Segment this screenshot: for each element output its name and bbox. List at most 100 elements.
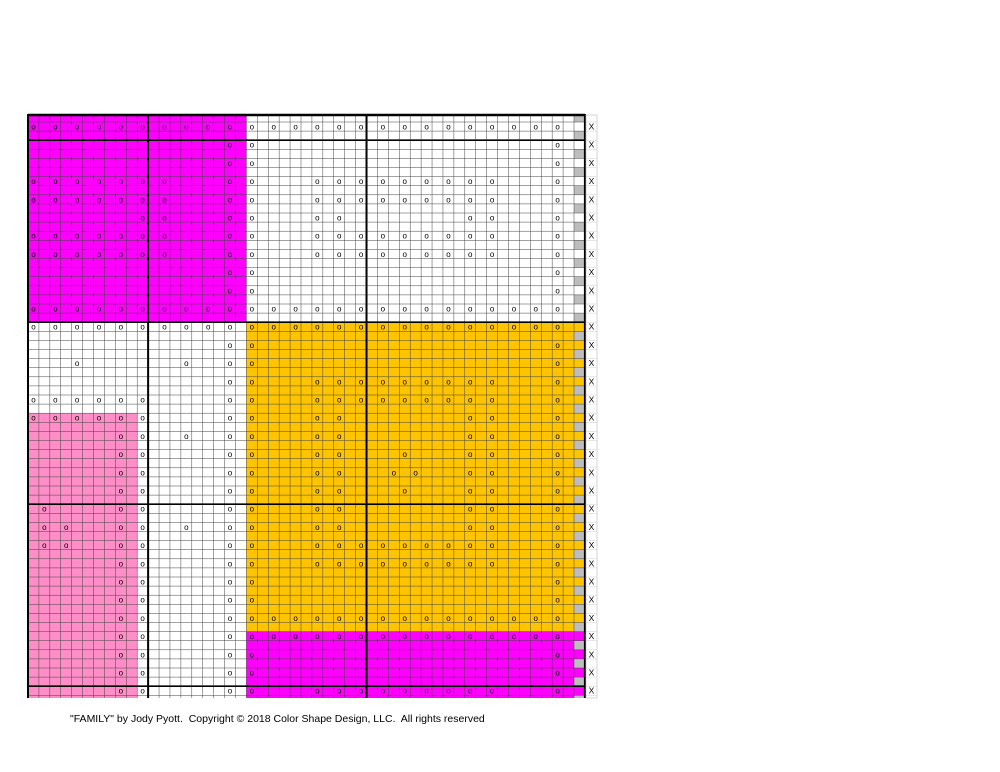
stitch-mark: o [490,523,495,532]
stitch-mark: o [228,177,233,186]
stitch-mark: o [140,396,145,405]
stitch-mark: o [468,195,473,204]
stitch-mark: o [490,450,495,459]
stitch-mark: o [555,669,560,678]
stitch-mark: o [468,559,473,568]
stitch-mark: o [250,650,255,659]
stitch-mark: o [424,687,429,696]
stitch-mark: o [206,123,211,132]
stitch-mark: o [555,578,560,587]
row-end-mark: X [589,540,595,550]
stitch-mark: o [468,541,473,550]
stitch-mark: o [555,250,560,259]
stitch-mark: o [31,396,36,405]
stitch-mark: o [337,468,342,477]
stripe-cell [574,115,585,122]
stitch-mark: o [228,596,233,605]
stitch-mark: o [315,232,320,241]
stitch-mark: o [555,195,560,204]
stitch-mark: o [228,541,233,550]
stitch-mark: o [512,632,517,641]
stitch-mark: o [140,578,145,587]
stitch-mark: o [424,250,429,259]
stitch-mark: o [250,559,255,568]
stitch-mark: o [250,450,255,459]
stitch-mark: o [271,614,276,623]
stitch-mark: o [381,250,386,259]
stitch-mark: o [490,123,495,132]
stitch-mark: o [75,305,80,314]
stitch-mark: o [228,523,233,532]
stitch-mark: o [228,359,233,368]
stitch-mark: o [534,123,539,132]
stitch-mark: o [468,505,473,514]
stitch-mark: o [228,123,233,132]
stitch-mark: o [31,232,36,241]
stitch-mark: o [140,468,145,477]
row-end-mark: X [589,122,595,132]
stitch-mark: o [359,323,364,332]
stitch-mark: o [468,614,473,623]
stitch-mark: o [468,487,473,496]
stitch-mark: o [250,396,255,405]
stripe-cell [574,203,585,213]
stitch-mark: o [468,232,473,241]
stitch-mark: o [53,177,58,186]
stitch-mark: o [403,305,408,314]
stitch-mark: o [446,687,451,696]
stitch-mark: o [140,450,145,459]
row-end-mark: X [589,322,595,332]
stripe-cell [574,313,585,323]
row-end-mark: X [589,522,595,532]
stitch-mark: o [119,487,124,496]
stitch-mark: o [468,632,473,641]
stitch-mark: o [315,487,320,496]
stitch-mark: o [162,250,167,259]
stitch-mark: o [228,141,233,150]
row-end-mark: X [589,467,595,477]
stitch-mark: o [555,650,560,659]
row-end-mark: X [589,176,595,186]
stitch-mark: o [250,232,255,241]
stitch-mark: o [490,687,495,696]
stripe-cell [574,149,585,159]
stitch-mark: o [31,323,36,332]
row-end-mark: X [589,194,595,204]
stitch-mark: o [206,323,211,332]
stitch-mark: o [381,195,386,204]
stitch-mark: o [42,541,47,550]
stitch-mark: o [75,323,80,332]
stitch-mark: o [31,177,36,186]
stitch-mark: o [184,359,189,368]
stitch-mark: o [555,396,560,405]
stitch-mark: o [359,232,364,241]
stitch-mark: o [490,614,495,623]
stitch-mark: o [424,396,429,405]
stitch-mark: o [381,305,386,314]
stitch-mark: o [250,432,255,441]
section-lines [27,113,586,698]
stitch-mark: o [468,214,473,223]
stitch-mark: o [424,177,429,186]
color-regions [28,115,585,698]
stitch-mark: o [490,432,495,441]
stitch-mark: o [446,377,451,386]
row-end-mark: X [589,304,595,314]
stitch-mark: o [337,250,342,259]
stitch-mark: o [555,323,560,332]
row-end-mark: X [589,413,595,423]
stitch-mark: o [403,632,408,641]
stitch-mark: o [490,541,495,550]
stitch-mark: o [293,305,298,314]
stitch-mark: o [403,195,408,204]
stitch-mark: o [315,305,320,314]
stitch-mark: o [403,177,408,186]
row-end-mark: X [589,668,595,678]
stitch-mark: o [555,468,560,477]
stitch-mark: o [403,232,408,241]
grid-lines [27,114,586,698]
stitch-mark: o [490,305,495,314]
stripe-cell [574,440,585,450]
stitch-mark: o [512,123,517,132]
stitch-mark: o [119,650,124,659]
